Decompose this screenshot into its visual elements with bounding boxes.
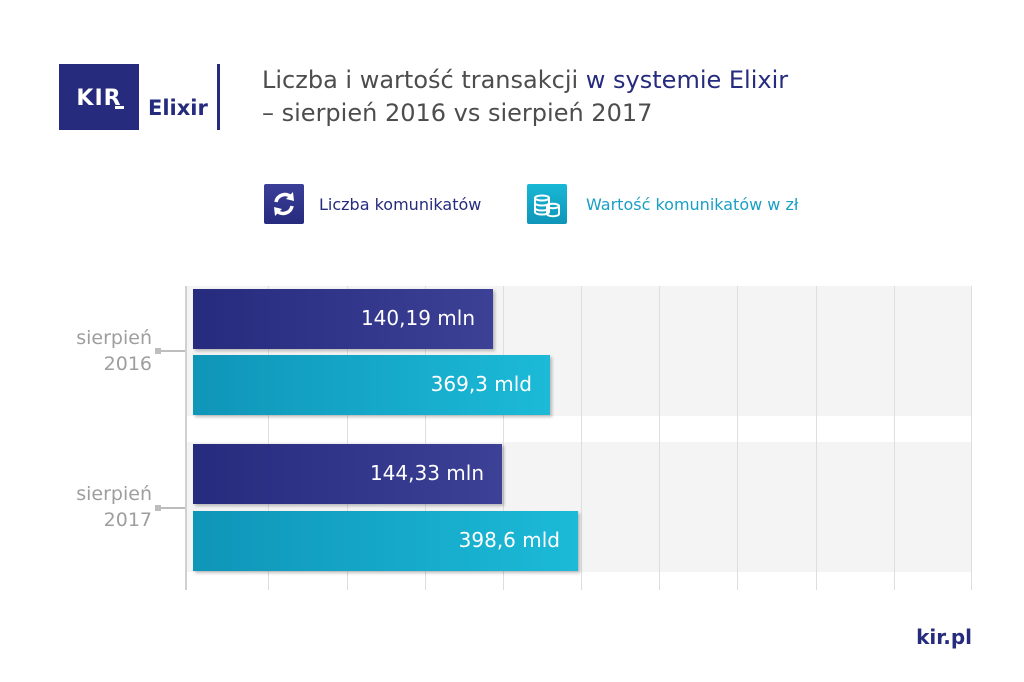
bar-label: 398,6 mld [458,528,560,552]
gridline [268,286,269,590]
bar-label: 140,19 mln [360,306,475,330]
footer-site: kir.pl [916,625,972,649]
bar-count-2017: 144,33 mln [193,444,502,504]
title-highlight: w systemie Elixir [585,66,789,94]
kir-logo: KIR [59,64,139,130]
category-connector [155,348,185,354]
title-part1: Liczba i wartość transakcji [262,66,586,94]
title-line2: – sierpień 2016 vs sierpień 2017 [262,99,653,127]
gridline [816,286,817,590]
bar-label: 369,3 mld [430,372,532,396]
category-label-2016: sierpień 2016 [40,325,152,377]
elixir-logo-text: Elixir [148,96,208,120]
bar-label: 144,33 mln [369,461,484,485]
gridline [425,286,426,590]
bar-count-2016: 140,19 mln [193,289,493,349]
kir-logo-underscore [115,106,124,109]
coin-stack-icon [527,184,567,224]
chart-title: Liczba i wartość transakcji w systemie E… [262,64,788,130]
category-label-line: 2017 [103,509,152,531]
gridline [347,286,348,590]
y-axis-line [185,286,187,590]
gridline [894,286,895,590]
refresh-arrows-icon [264,184,304,224]
legend-value-label: Wartość komunikatów w zł [586,195,799,214]
category-label-2017: sierpień 2017 [40,481,152,533]
gridline [581,286,582,590]
category-connector [155,505,185,511]
legend-count-label: Liczba komunikatów [319,195,482,214]
header-divider [217,64,220,130]
gridline [659,286,660,590]
bar-value-2017: 398,6 mld [193,511,578,571]
bar-value-2016: 369,3 mld [193,355,550,415]
category-label-line: sierpień [76,327,152,349]
category-label-line: sierpień [76,483,152,505]
gridline [737,286,738,590]
gridline [503,286,504,590]
category-label-line: 2016 [103,353,152,375]
gridline [971,286,972,590]
kir-logo-text: KIR [76,86,122,111]
